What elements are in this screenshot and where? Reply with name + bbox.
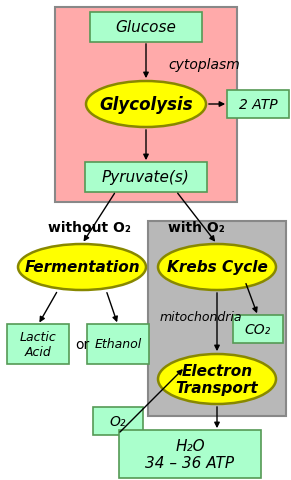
Text: 2 ATP: 2 ATP <box>239 98 277 112</box>
Ellipse shape <box>86 82 206 128</box>
FancyBboxPatch shape <box>233 315 283 343</box>
Text: Fermentation: Fermentation <box>24 260 140 275</box>
FancyBboxPatch shape <box>85 163 207 192</box>
FancyBboxPatch shape <box>119 430 261 478</box>
Text: O₂: O₂ <box>110 414 126 428</box>
Text: or: or <box>75 337 89 351</box>
Ellipse shape <box>18 244 146 290</box>
Ellipse shape <box>158 354 276 404</box>
Text: without O₂: without O₂ <box>48 220 131 235</box>
Text: Krebs Cycle: Krebs Cycle <box>166 260 267 275</box>
Text: Electron
Transport: Electron Transport <box>176 363 258 396</box>
Text: with O₂: with O₂ <box>168 220 225 235</box>
FancyBboxPatch shape <box>148 222 286 416</box>
Text: CO₂: CO₂ <box>245 323 271 336</box>
Text: Pyruvate(s): Pyruvate(s) <box>102 170 190 185</box>
FancyBboxPatch shape <box>7 324 69 364</box>
FancyBboxPatch shape <box>87 324 149 364</box>
Text: H₂O
34 – 36 ATP: H₂O 34 – 36 ATP <box>146 438 235 470</box>
Text: mitochondria: mitochondria <box>160 311 242 324</box>
Text: cytoplasm: cytoplasm <box>168 58 240 72</box>
Text: Ethanol: Ethanol <box>94 338 142 351</box>
FancyBboxPatch shape <box>227 91 289 119</box>
Text: Glycolysis: Glycolysis <box>99 96 193 114</box>
Text: Glucose: Glucose <box>116 21 176 36</box>
FancyBboxPatch shape <box>93 407 143 435</box>
Ellipse shape <box>158 244 276 290</box>
FancyBboxPatch shape <box>55 8 237 203</box>
Text: Lactic
Acid: Lactic Acid <box>19 330 56 358</box>
FancyBboxPatch shape <box>90 13 202 43</box>
